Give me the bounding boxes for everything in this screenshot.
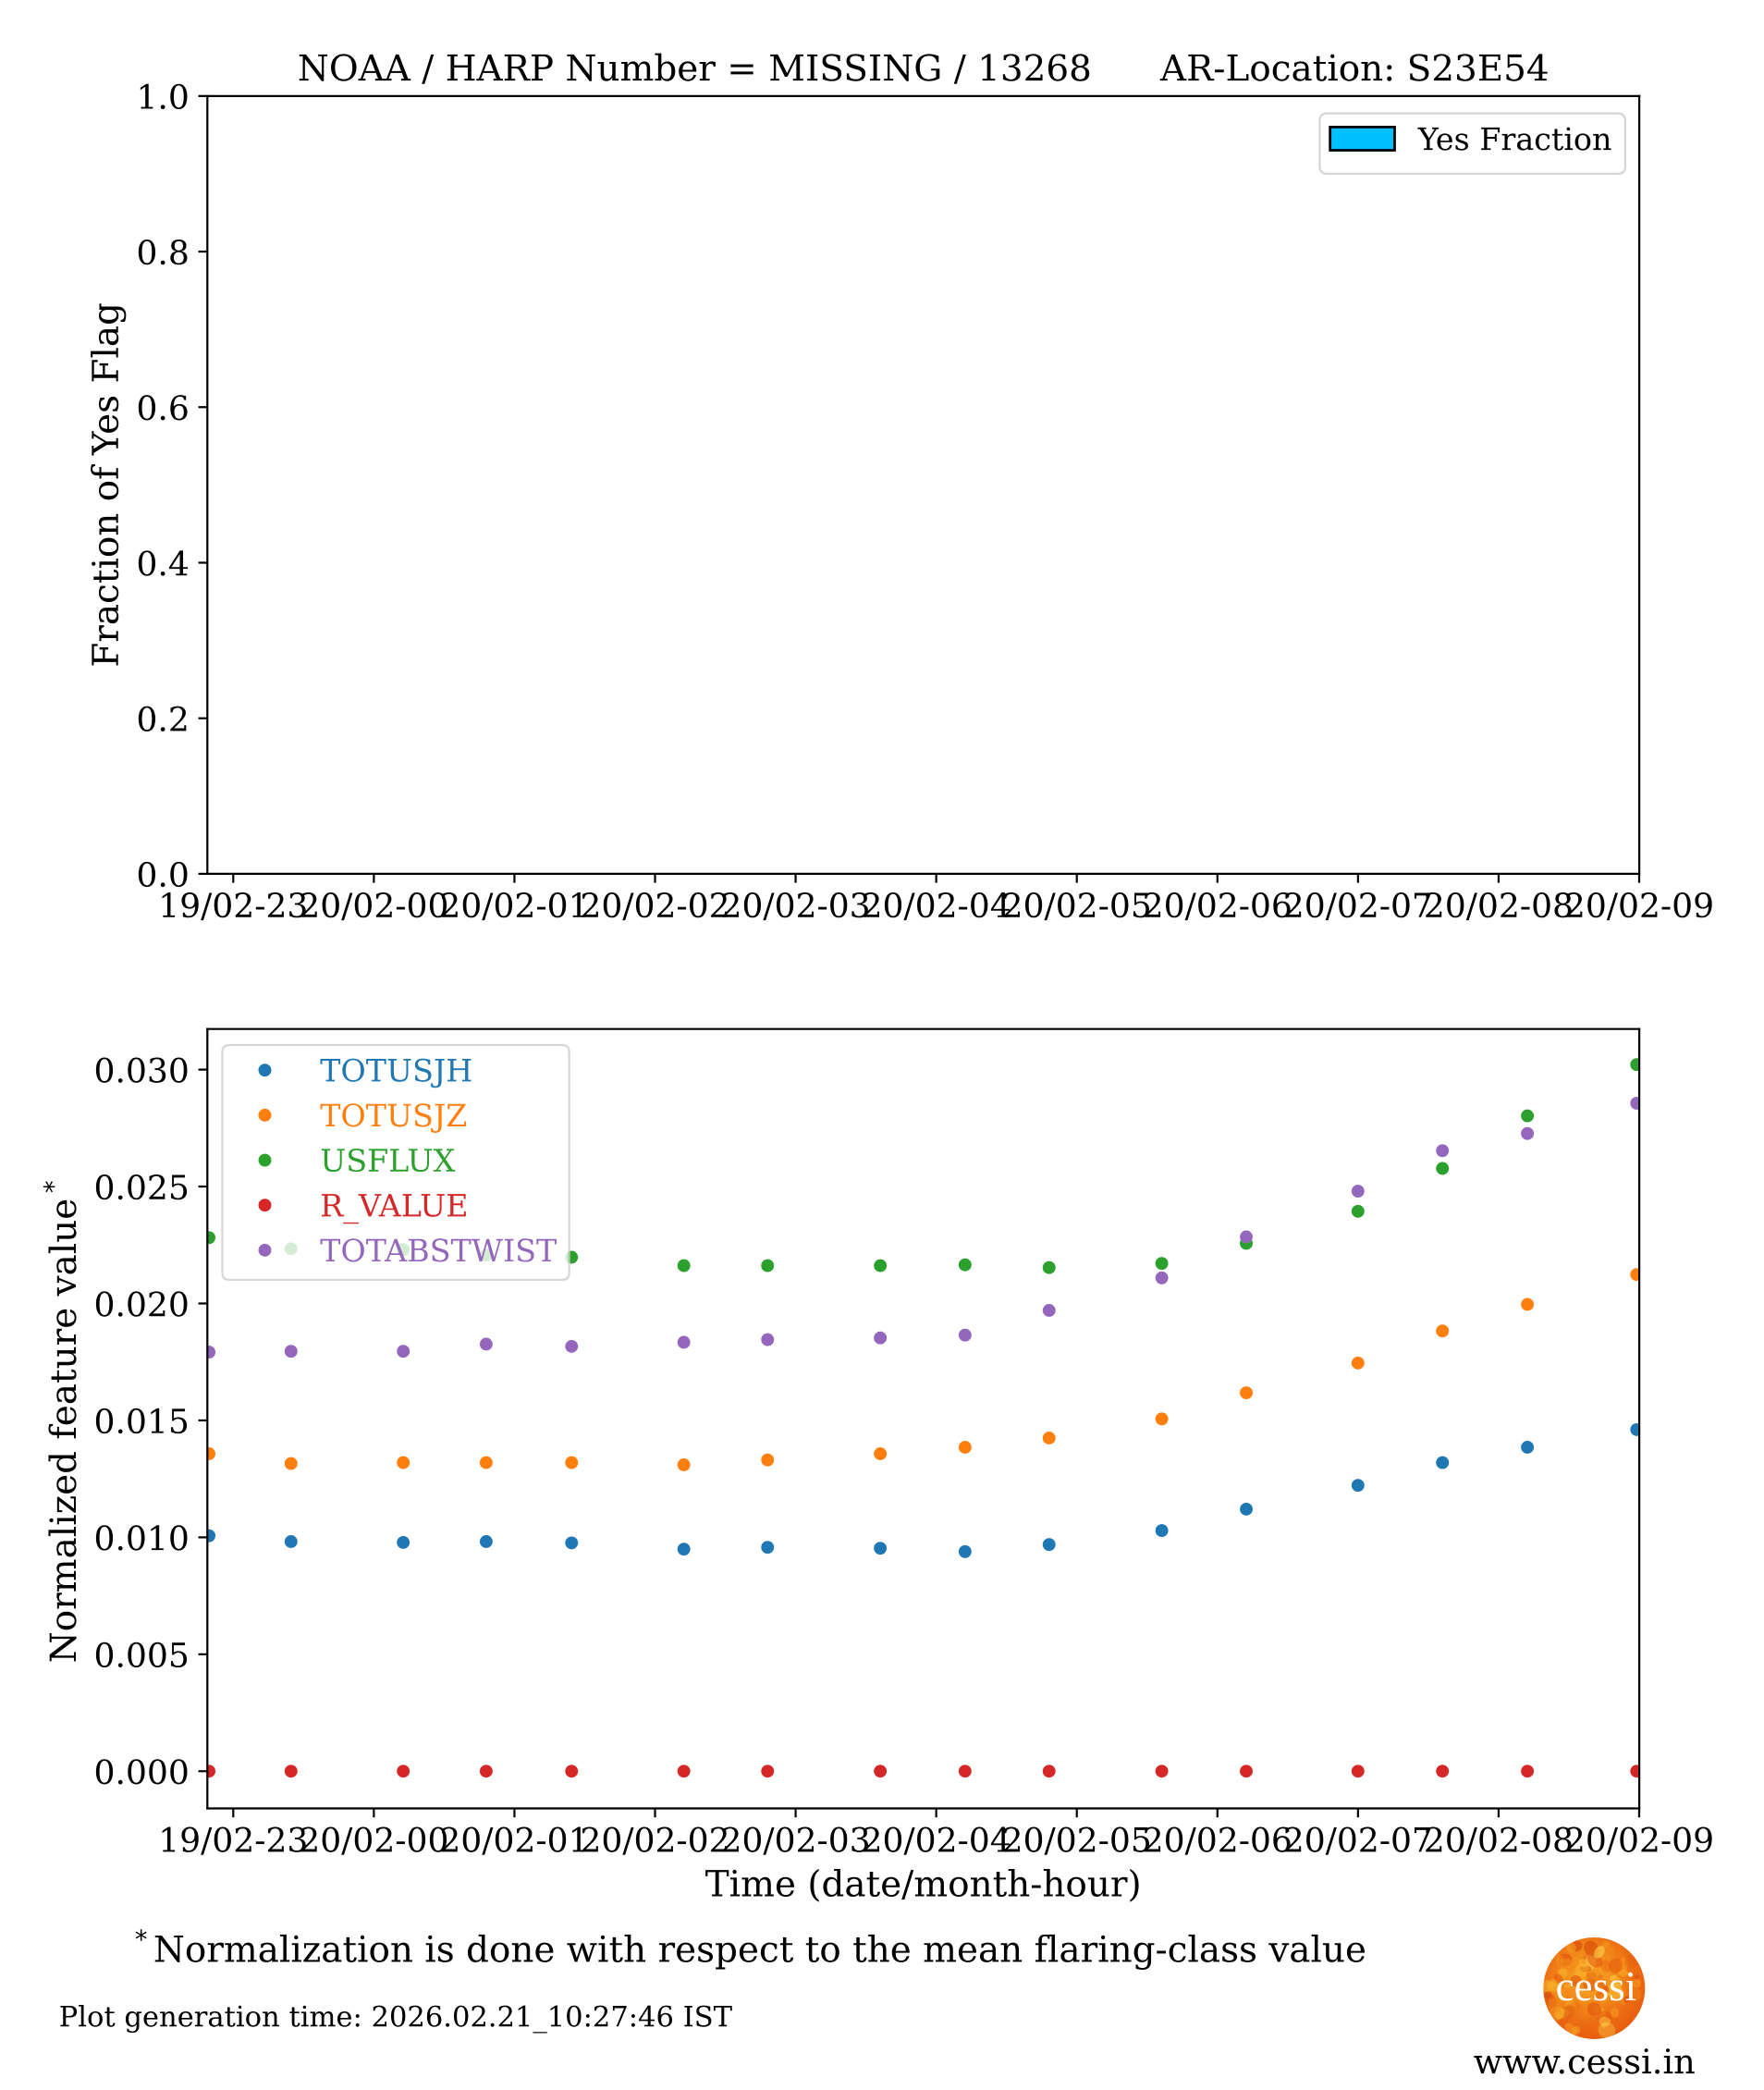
svg-text:cessi: cessi [1556,1963,1636,2010]
